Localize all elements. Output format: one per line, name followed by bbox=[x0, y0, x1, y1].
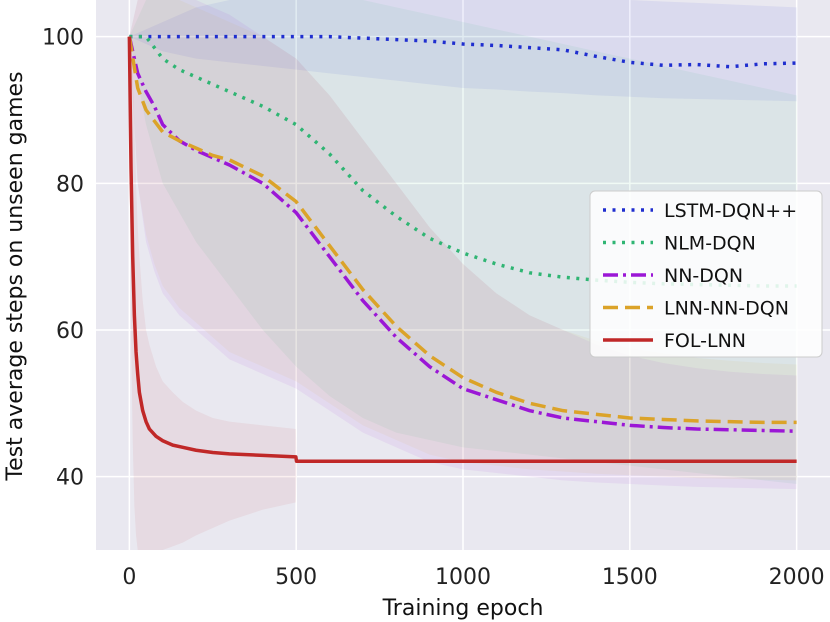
legend-label: FOL-LNN bbox=[664, 330, 746, 352]
legend: LSTM-DQN++ NLM-DQN NN-DQN LNN-NN-DQN FOL-LNN bbox=[589, 190, 823, 358]
x-tick-label: 0 bbox=[122, 565, 136, 590]
legend-label: LNN-NN-DQN bbox=[664, 298, 789, 320]
axis-ticks: 0 500 1000 1500 2000 40 60 80 100 bbox=[42, 26, 825, 590]
y-axis-label: Test average steps on unseen games bbox=[3, 71, 28, 481]
series-line-nlm-dqn bbox=[129, 34, 797, 288]
x-tick-label: 500 bbox=[275, 565, 317, 590]
y-tick-label: 40 bbox=[56, 466, 84, 491]
legend-box bbox=[589, 190, 823, 358]
y-tick-label: 100 bbox=[42, 26, 84, 51]
confidence-band-fol-lnn bbox=[129, 36, 797, 551]
legend-label: NN-DQN bbox=[664, 265, 743, 287]
confidence-band-lnn-nn-dqn bbox=[129, 0, 797, 481]
series-line-fol-lnn bbox=[127, 36, 797, 464]
confidence-band-lstm-dqn- bbox=[129, 0, 797, 102]
y-tick-label: 80 bbox=[56, 172, 84, 197]
legend-label: NLM-DQN bbox=[664, 233, 756, 255]
x-tick-label: 1000 bbox=[435, 565, 491, 590]
x-tick-label: 1500 bbox=[602, 565, 658, 590]
x-tick-label: 2000 bbox=[769, 565, 825, 590]
series-line-nn-dqn bbox=[127, 36, 797, 433]
x-axis-label: Training epoch bbox=[382, 596, 544, 621]
confidence-band-nlm-dqn bbox=[129, 0, 797, 484]
y-tick-label: 60 bbox=[56, 319, 84, 344]
series-line-lstm-dqn- bbox=[129, 34, 797, 69]
confidence-band-nn-dqn bbox=[129, 0, 797, 490]
series-lines bbox=[127, 34, 797, 464]
confidence-bands bbox=[129, 0, 797, 551]
legend-label: LSTM-DQN++ bbox=[664, 200, 797, 222]
